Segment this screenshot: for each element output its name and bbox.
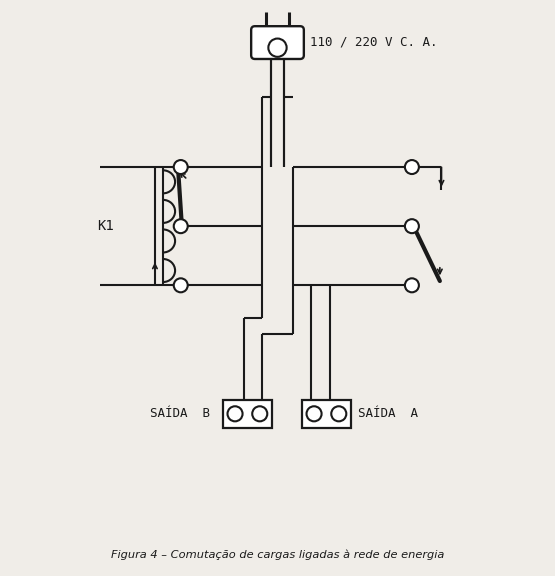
Circle shape: [252, 406, 268, 421]
Circle shape: [269, 39, 286, 57]
Text: 110 / 220 V C. A.: 110 / 220 V C. A.: [310, 36, 437, 49]
Circle shape: [405, 219, 419, 233]
Bar: [223, 400, 272, 428]
Text: SAÍDA  A: SAÍDA A: [357, 407, 417, 420]
Text: K1: K1: [98, 219, 114, 233]
Text: SAÍDA  B: SAÍDA B: [150, 407, 210, 420]
Bar: [302, 400, 351, 428]
Circle shape: [331, 406, 346, 421]
Circle shape: [174, 160, 188, 174]
Text: Figura 4 – Comutação de cargas ligadas à rede de energia: Figura 4 – Comutação de cargas ligadas à…: [111, 550, 444, 560]
Circle shape: [405, 278, 419, 292]
Circle shape: [228, 406, 243, 421]
FancyBboxPatch shape: [251, 26, 304, 59]
Circle shape: [306, 406, 321, 421]
Circle shape: [174, 219, 188, 233]
Circle shape: [174, 278, 188, 292]
Circle shape: [405, 160, 419, 174]
